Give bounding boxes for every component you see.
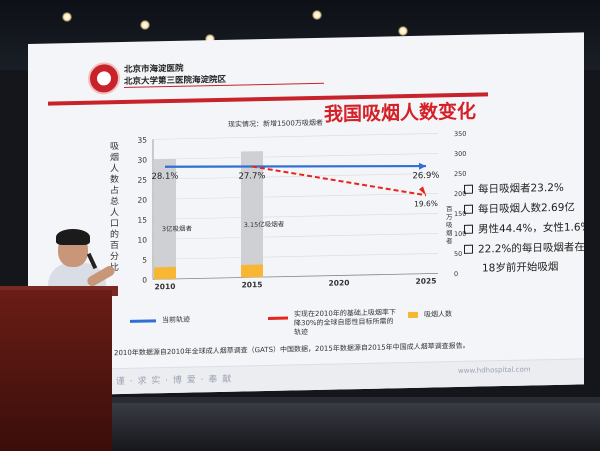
ceiling-light bbox=[140, 20, 150, 30]
fact-item: 男性44.4%，女性1.6% bbox=[464, 219, 584, 237]
current-trajectory-line bbox=[164, 164, 427, 168]
right-tick-label: 150 bbox=[454, 210, 466, 218]
x-tick-label: 2020 bbox=[329, 278, 350, 287]
left-tick-label: 35 bbox=[137, 136, 147, 145]
left-tick-label: 15 bbox=[137, 216, 147, 225]
fact-item: 22.2%的每日吸烟者在 bbox=[464, 239, 584, 257]
chart-bars bbox=[154, 151, 263, 280]
hospital-motto: 严 谨 · 求 实 · 博 爱 · 奉 献 bbox=[102, 374, 233, 388]
legend-current-label: 当前轨迹 bbox=[162, 315, 190, 325]
left-tick-label: 20 bbox=[137, 196, 147, 205]
checkbox-icon bbox=[464, 224, 473, 234]
legend-target-label: 实现在2010年的基础上吸烟率下降30%的全球自愿性目标所需的轨迹 bbox=[294, 308, 396, 337]
grid-line bbox=[153, 133, 438, 140]
bar-total bbox=[154, 158, 176, 280]
current-data-label: 27.7% bbox=[238, 171, 265, 182]
legend-current-swatch bbox=[130, 319, 156, 323]
ceiling-light bbox=[205, 34, 215, 44]
x-tick-label: 2015 bbox=[242, 280, 263, 289]
ceiling-light bbox=[398, 26, 408, 36]
current-data-label: 28.1% bbox=[151, 171, 178, 182]
right-tick-label: 200 bbox=[454, 190, 466, 198]
bar-smokers bbox=[154, 266, 176, 280]
grid-line bbox=[153, 193, 438, 200]
projection-screen: 北京市海淀医院 北京大学第三医院海淀院区 我国吸烟人数变化 现实情况：新增150… bbox=[28, 32, 584, 397]
left-tick-label: 5 bbox=[142, 256, 147, 265]
right-tick-label: 100 bbox=[454, 230, 466, 238]
chart-lines bbox=[164, 162, 427, 197]
x-tick-label: 2010 bbox=[155, 282, 176, 291]
fact-item: 18岁前开始吸烟 bbox=[482, 260, 559, 275]
target-trajectory-arrow bbox=[419, 186, 426, 196]
right-tick-label: 0 bbox=[454, 270, 458, 278]
target-data-label: 19.6% bbox=[414, 199, 438, 208]
checkbox-icon bbox=[464, 244, 473, 254]
fact-item: 每日吸烟人数2.69亿 bbox=[464, 200, 575, 217]
checkbox-icon bbox=[464, 204, 473, 214]
x-axis-line bbox=[153, 273, 438, 280]
grid-line bbox=[153, 253, 438, 260]
checkbox-icon bbox=[464, 184, 473, 194]
left-tick-label: 25 bbox=[137, 176, 147, 185]
right-tick-label: 350 bbox=[454, 130, 466, 138]
grid-line bbox=[153, 173, 438, 180]
stage-rail bbox=[112, 397, 600, 403]
right-tick-label: 300 bbox=[454, 150, 466, 158]
bar-total bbox=[241, 151, 263, 278]
ceiling-light bbox=[312, 10, 322, 20]
x-tick-label: 2025 bbox=[416, 276, 437, 285]
presenter-hair bbox=[56, 229, 90, 245]
fact-item: 每日吸烟者23.2% bbox=[464, 180, 564, 197]
target-trajectory-line bbox=[251, 165, 427, 197]
chart-grid bbox=[152, 133, 438, 280]
left-tick-label: 30 bbox=[137, 156, 147, 165]
grid-line bbox=[153, 233, 438, 240]
hospital-website: www.hdhospital.com bbox=[458, 365, 531, 375]
right-tick-label: 250 bbox=[454, 170, 466, 178]
bar-smokers bbox=[241, 264, 263, 278]
bar-label: 3.15亿吸烟者 bbox=[244, 219, 285, 229]
hospital-logo bbox=[88, 62, 120, 95]
legend-target-swatch bbox=[268, 316, 288, 320]
current-trajectory-arrow bbox=[419, 162, 426, 170]
current-data-label: 26.9% bbox=[412, 171, 439, 182]
bar-label: 3亿吸烟者 bbox=[162, 224, 193, 234]
left-tick-label: 10 bbox=[137, 236, 147, 245]
legend-smokers-label: 吸烟人数 bbox=[424, 310, 452, 319]
legend-smokers-swatch bbox=[408, 311, 418, 319]
ceiling-light bbox=[62, 12, 72, 22]
left-tick-label: 0 bbox=[142, 276, 147, 285]
stage-floor bbox=[112, 403, 600, 451]
podium bbox=[0, 290, 112, 451]
right-tick-label: 50 bbox=[454, 250, 462, 258]
grid-line bbox=[153, 153, 438, 160]
grid-line bbox=[153, 213, 438, 220]
